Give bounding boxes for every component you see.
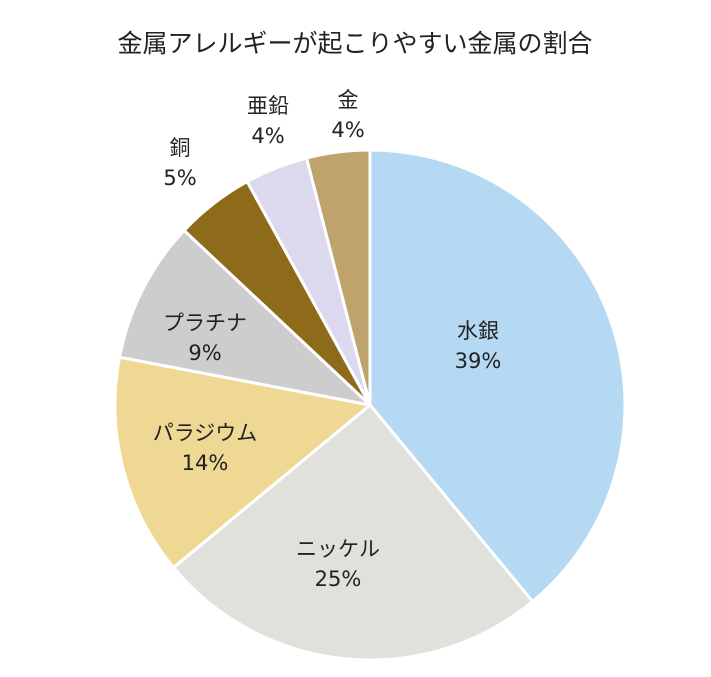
- slice-label-mercury: 水銀: [457, 319, 499, 343]
- pie-slice-gold: [305, 148, 372, 407]
- pie-slice-platinum: [118, 228, 372, 407]
- slice-value-platinum: 9%: [188, 341, 221, 365]
- slice-value-copper: 5%: [163, 166, 196, 190]
- pie-labels: 水銀 39% ニッケル 25% パラジウム 14% プラチナ 9% 銅 5% 亜鉛 4% 金 4%: [153, 88, 502, 591]
- pie-slice-palladium: [113, 355, 372, 570]
- slice-value-nickel: 25%: [315, 567, 362, 591]
- slice-label-nickel: ニッケル: [296, 537, 380, 561]
- slice-value-mercury: 39%: [455, 349, 502, 373]
- slice-label-copper: 銅: [170, 136, 191, 160]
- slice-label-zinc: 亜鉛: [247, 94, 289, 118]
- pie-slices: [113, 148, 627, 662]
- pie-slice-mercury: [368, 148, 627, 603]
- chart-title: 金属アレルギーが起こりやすい金属の割合: [117, 29, 592, 58]
- slice-label-gold: 金: [338, 88, 359, 112]
- slice-value-gold: 4%: [331, 118, 364, 142]
- slice-value-zinc: 4%: [251, 124, 284, 148]
- slice-label-palladium: パラジウム: [153, 421, 258, 445]
- slice-value-palladium: 14%: [182, 451, 229, 475]
- slice-label-platinum: プラチナ: [163, 311, 247, 335]
- pie-slice-nickel: [172, 403, 535, 662]
